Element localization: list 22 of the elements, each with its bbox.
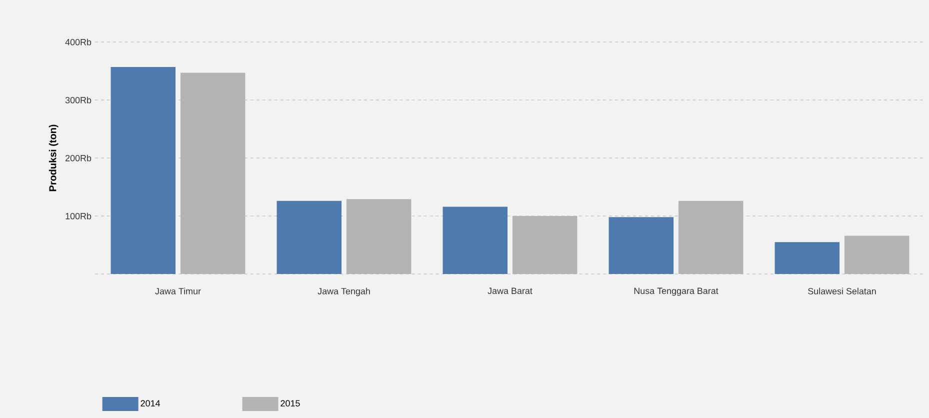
x-tick-label: Jawa Timur (155, 288, 201, 294)
bar (346, 199, 412, 274)
y-tick-label: 400Rb (65, 38, 92, 46)
x-tick-label: Nusa Tenggara Barat (634, 288, 718, 296)
x-tick-label: Jawa Tengah (318, 288, 370, 296)
legend-label: 2015 (280, 400, 300, 406)
bar (774, 242, 840, 274)
bar (276, 200, 342, 274)
legend-label: 2014 (140, 400, 160, 406)
bar (844, 236, 910, 274)
bar (110, 66, 176, 274)
y-axis-title: Produksi (ton) (48, 124, 58, 192)
bar (608, 217, 674, 274)
y-tick-label: 300Rb (65, 96, 92, 104)
x-tick-label: Jawa Barat (488, 288, 532, 294)
y-tick-label: 200Rb (66, 154, 92, 162)
bar (678, 200, 744, 274)
y-tick-label: 100Rb (66, 212, 92, 220)
bar (180, 72, 246, 274)
x-tick-label: Sulawesi Selatan (808, 288, 876, 294)
bar (512, 216, 578, 274)
bar (442, 206, 508, 274)
